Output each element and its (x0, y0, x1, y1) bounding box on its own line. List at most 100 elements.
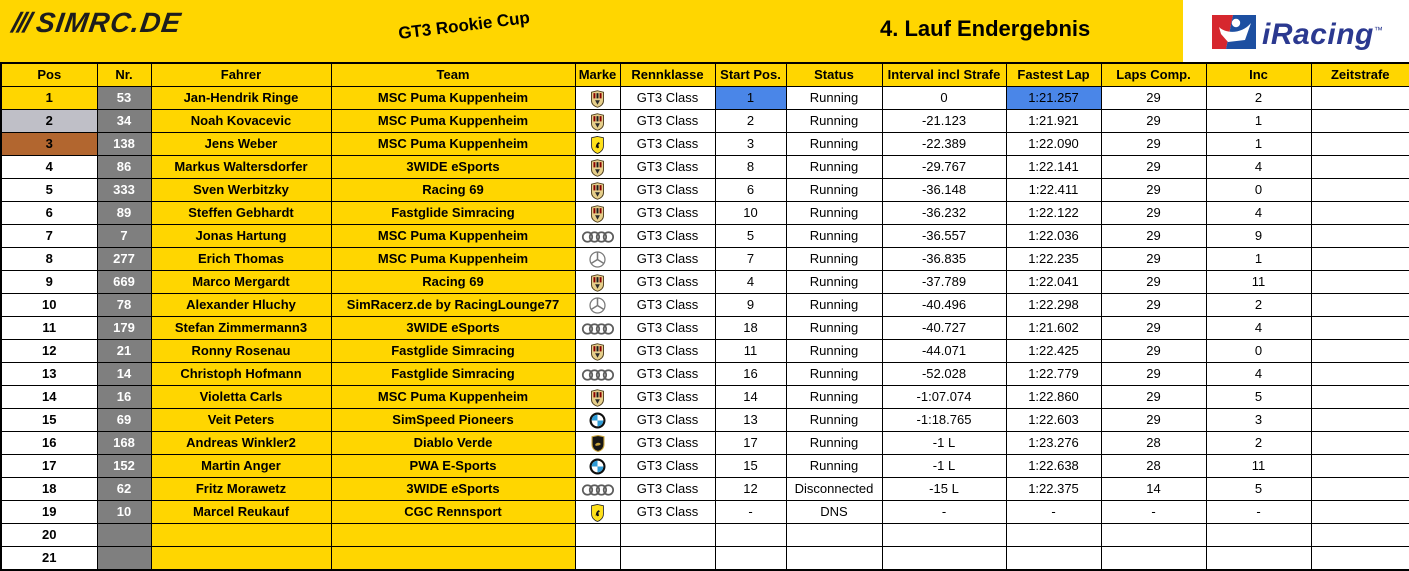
cell-fastest (1005, 546, 1102, 571)
cell-fastest: 1:22.425 (1005, 339, 1102, 363)
table-row: 6 89 Steffen Gebhardt Fastglide Simracing GT… (0, 201, 1409, 225)
cell-fastest: 1:22.638 (1005, 454, 1102, 478)
cell-pos: 21 (0, 546, 98, 571)
cell-inc: 1 (1205, 109, 1312, 133)
col-header-interval: Interval incl Strafe (881, 62, 1007, 87)
cell-laps: 28 (1100, 454, 1207, 478)
cell-inc: 4 (1205, 201, 1312, 225)
table-row: 21 (0, 546, 1409, 571)
cell-start: 5 (714, 224, 787, 248)
table-row: 3 138 Jens Weber MSC Puma Kuppenheim GT3 Cla… (0, 132, 1409, 156)
cell-zeitstrafe (1310, 201, 1409, 225)
cell-zeitstrafe (1310, 339, 1409, 363)
cell-rennklasse (619, 523, 716, 547)
cell-fastest: - (1005, 500, 1102, 524)
cell-nr: 21 (96, 339, 152, 363)
cell-pos: 3 (0, 132, 98, 156)
cell-marke (574, 408, 621, 432)
cell-rennklasse: GT3 Class (619, 155, 716, 179)
cell-interval (881, 546, 1007, 571)
cell-inc: 1 (1205, 132, 1312, 156)
cell-laps: - (1100, 500, 1207, 524)
cell-rennklasse: GT3 Class (619, 270, 716, 294)
cell-team: 3WIDE eSports (330, 155, 576, 179)
cell-inc: 1 (1205, 247, 1312, 271)
table-row: 17 152 Martin Anger PWA E-Sports GT3 Class 15… (0, 454, 1409, 478)
cell-team: MSC Puma Kuppenheim (330, 86, 576, 110)
cell-interval: -1:07.074 (881, 385, 1007, 409)
cell-start: 12 (714, 477, 787, 501)
cell-status: Running (785, 86, 883, 110)
cell-status: Disconnected (785, 477, 883, 501)
cell-inc: 3 (1205, 408, 1312, 432)
cell-interval: -52.028 (881, 362, 1007, 386)
table-row: 11 179 Stefan Zimmermann3 3WIDE eSports GT3 … (0, 316, 1409, 340)
cell-fahrer: Fritz Morawetz (150, 477, 332, 501)
cell-fastest: 1:22.141 (1005, 155, 1102, 179)
cell-fastest: 1:22.090 (1005, 132, 1102, 156)
cell-zeitstrafe (1310, 477, 1409, 501)
cell-interval: -1:18.765 (881, 408, 1007, 432)
cell-start: 17 (714, 431, 787, 455)
cell-pos: 8 (0, 247, 98, 271)
cell-marke (574, 431, 621, 455)
cell-zeitstrafe (1310, 132, 1409, 156)
cell-status: Running (785, 431, 883, 455)
cell-laps: 29 (1100, 362, 1207, 386)
cell-fahrer: Ronny Rosenau (150, 339, 332, 363)
col-header-pos: Pos (0, 62, 98, 87)
header-banner (0, 0, 1183, 62)
cell-start: 7 (714, 247, 787, 271)
table-row: 14 16 Violetta Carls MSC Puma Kuppenheim GT3… (0, 385, 1409, 409)
cell-nr: 669 (96, 270, 152, 294)
cell-nr: 62 (96, 477, 152, 501)
iracing-icon (1211, 14, 1257, 50)
cell-interval (881, 523, 1007, 547)
cell-start (714, 523, 787, 547)
cell-rennklasse: GT3 Class (619, 224, 716, 248)
cell-rennklasse: GT3 Class (619, 500, 716, 524)
cell-pos: 4 (0, 155, 98, 179)
cell-fahrer: Sven Werbitzky (150, 178, 332, 202)
cell-inc: - (1205, 500, 1312, 524)
page-title: 4. Lauf Endergebnis (880, 16, 1091, 41)
cell-pos: 20 (0, 523, 98, 547)
cell-team: 3WIDE eSports (330, 477, 576, 501)
cell-zeitstrafe (1310, 408, 1409, 432)
cell-zeitstrafe (1310, 178, 1409, 202)
cell-pos: 15 (0, 408, 98, 432)
table-row: 1 53 Jan-Hendrik Ringe MSC Puma Kuppenheim G… (0, 86, 1409, 110)
cell-nr: 89 (96, 201, 152, 225)
cell-laps: 29 (1100, 270, 1207, 294)
cell-zeitstrafe (1310, 316, 1409, 340)
cell-nr (96, 546, 152, 571)
audi-logo-icon (581, 483, 615, 496)
cell-interval: -40.727 (881, 316, 1007, 340)
cell-pos: 7 (0, 224, 98, 248)
cell-marke (574, 316, 621, 340)
cell-nr: 34 (96, 109, 152, 133)
cell-inc: 9 (1205, 224, 1312, 248)
col-header-inc: Inc (1205, 62, 1312, 87)
col-header-status: Status (785, 62, 883, 87)
cell-interval: -40.496 (881, 293, 1007, 317)
cell-nr: 86 (96, 155, 152, 179)
cell-start: 3 (714, 132, 787, 156)
table-row: 7 7 Jonas Hartung MSC Puma Kuppenheim GT3 Cl… (0, 224, 1409, 248)
cell-marke (574, 109, 621, 133)
cell-interval: -36.835 (881, 247, 1007, 271)
cell-marke (574, 546, 621, 571)
cell-laps (1100, 523, 1207, 547)
cell-start: 8 (714, 155, 787, 179)
cell-marke (574, 293, 621, 317)
cell-fastest: 1:23.276 (1005, 431, 1102, 455)
cell-rennklasse: GT3 Class (619, 339, 716, 363)
cell-marke (574, 500, 621, 524)
porsche-logo-icon (590, 181, 605, 200)
cell-interval: -15 L (881, 477, 1007, 501)
cell-team: Racing 69 (330, 270, 576, 294)
cell-team: MSC Puma Kuppenheim (330, 224, 576, 248)
cell-team: SimRacerz.de by RacingLounge77 (330, 293, 576, 317)
cell-inc: 5 (1205, 385, 1312, 409)
table-row: 4 86 Markus Waltersdorfer 3WIDE eSports GT3 … (0, 155, 1409, 179)
